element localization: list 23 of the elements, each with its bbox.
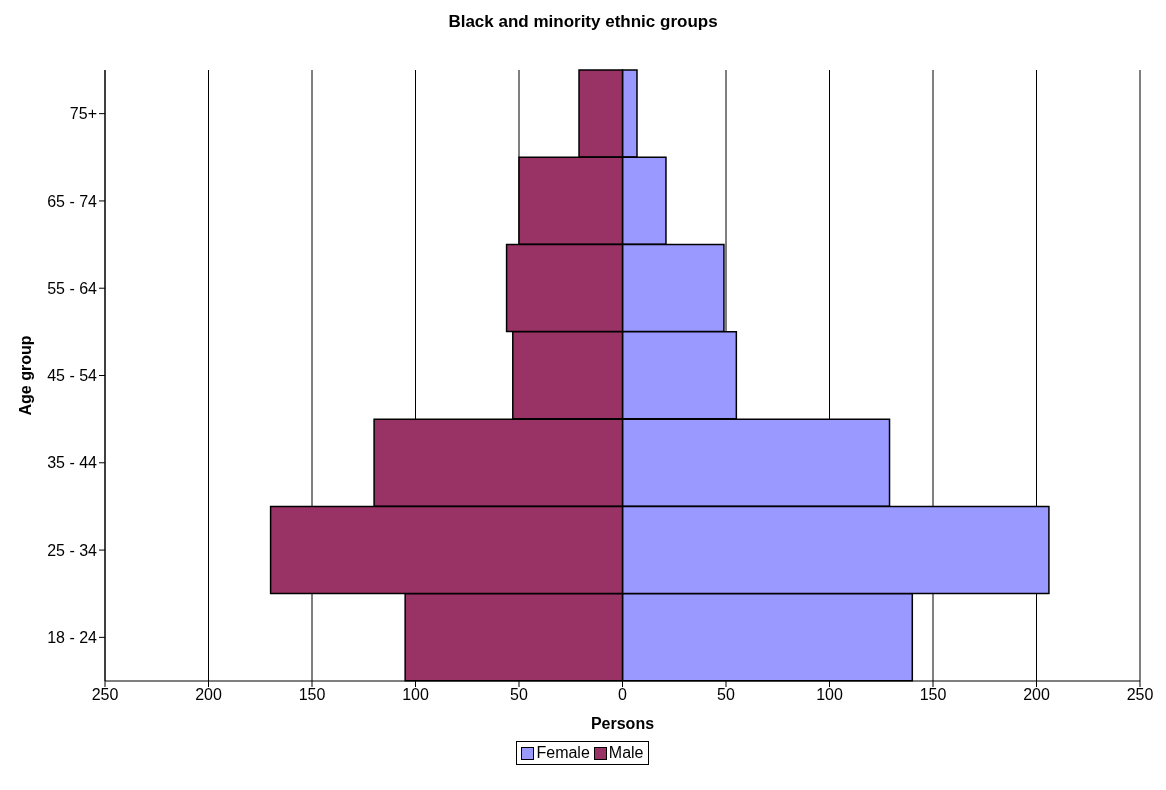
x-tick-label: 250 xyxy=(91,686,119,704)
x-tick-label: 50 xyxy=(717,686,735,704)
x-axis-title: Persons xyxy=(590,715,655,732)
y-tick-label: 25 - 34 xyxy=(47,541,98,559)
y-tick-label: 55 - 64 xyxy=(47,279,98,297)
x-tick-label: 0 xyxy=(618,686,628,704)
legend-label: Male xyxy=(607,744,644,762)
x-tick-label: 100 xyxy=(402,686,429,704)
y-tick-label: 35 - 44 xyxy=(47,454,98,472)
y-tick-label: 75+ xyxy=(69,105,97,123)
y-tick-label: 65 - 74 xyxy=(47,192,98,210)
x-tick-label: 200 xyxy=(1023,686,1050,704)
x-tick-label: 150 xyxy=(919,686,947,704)
x-tick-label: 200 xyxy=(195,686,222,704)
legend-label: Female xyxy=(535,744,590,762)
y-axis-title: Age group xyxy=(16,335,34,416)
x-tick-label: 150 xyxy=(298,686,326,704)
x-tick-label: 250 xyxy=(1126,686,1154,704)
chart-title: Black and minority ethnic groups xyxy=(447,12,719,32)
x-tick-label: 50 xyxy=(510,686,528,704)
x-tick-label: 100 xyxy=(816,686,843,704)
y-tick-label: 18 - 24 xyxy=(47,629,98,647)
y-tick-label: 45 - 54 xyxy=(47,367,98,385)
